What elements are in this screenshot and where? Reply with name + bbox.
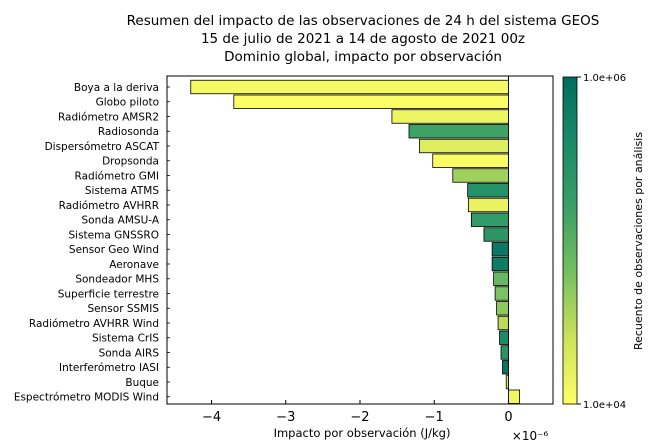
x-axis-multiplier: ×10⁻⁶: [512, 429, 549, 443]
bar: [500, 345, 509, 360]
bar: [190, 79, 509, 95]
category-label: Sistema CrIS: [92, 333, 159, 345]
bar: [505, 374, 509, 390]
plot-area: Boya a la deriva Globo piloto Radiómetro A…: [14, 75, 554, 425]
bar: [491, 242, 509, 257]
bar: [502, 360, 509, 375]
bar: [491, 256, 509, 272]
category-label: Radiómetro GMI: [75, 170, 159, 182]
chart-title-line-2: 15 de julio de 2021 a 14 de agosto de 20…: [201, 31, 525, 47]
bar: [493, 271, 509, 286]
colorbar-min-label: 1.0e+04: [583, 400, 626, 411]
chart-title-line-3: Dominio global, impacto por observación: [224, 49, 502, 65]
category-labels-group: Boya a la deriva Globo piloto Radiómetro A…: [14, 82, 170, 404]
category-label: Radiómetro AVHRR Wind: [29, 318, 159, 330]
colorbar-label: Recuento de observaciones por análisis: [632, 132, 645, 350]
category-label: Interferómetro IASI: [59, 362, 159, 374]
x-tick-label: −4: [202, 410, 221, 425]
bar: [233, 94, 509, 109]
category-label: Sistema GNSSRO: [68, 229, 159, 241]
x-tick-label: −1: [425, 410, 444, 425]
bar: [452, 168, 509, 183]
x-tick-label: −2: [350, 410, 369, 425]
bar: [508, 389, 520, 404]
bars-group: [190, 79, 520, 404]
category-label: Sensor Geo Wind: [69, 244, 159, 256]
category-label: Dispersómetro ASCAT: [45, 141, 160, 153]
category-label: Radiómetro AMSR2: [58, 111, 159, 123]
colorbar-max-label: 1.0e+06: [583, 73, 626, 84]
colorbar-gradient: [562, 76, 578, 405]
category-label: Sonda AIRS: [99, 347, 160, 359]
bar: [496, 301, 509, 316]
bar: [418, 138, 509, 154]
category-label: Boya a la deriva: [74, 82, 159, 94]
category-label: Espectrómetro MODIS Wind: [14, 392, 159, 404]
category-label: Aeronave: [109, 259, 159, 271]
chart-title-line-1: Resumen del impacto de las observaciones…: [127, 13, 600, 29]
category-label: Dropsonda: [102, 156, 159, 168]
bar: [432, 153, 509, 168]
category-label: Radiómetro AVHRR: [59, 200, 159, 212]
bar: [408, 124, 509, 139]
category-label: Superficie terrestre: [58, 288, 159, 300]
category-label: Sondeador MHS: [75, 274, 159, 286]
bar: [470, 212, 509, 227]
category-label: Globo piloto: [96, 97, 159, 109]
bar: [467, 197, 509, 213]
x-axis-label: Impacto por observación (J/kg): [274, 426, 451, 440]
category-label: Buque: [125, 377, 159, 389]
colorbar: 1.0e+06 1.0e+04 Recuento de observacione…: [562, 73, 645, 411]
category-label: Radiosonda: [98, 126, 159, 138]
bar: [497, 315, 509, 331]
bar: [391, 109, 509, 124]
bar: [483, 227, 509, 242]
x-tick-label: 0: [504, 410, 512, 425]
bar: [499, 330, 509, 345]
x-tick-label: −3: [276, 410, 295, 425]
category-label: Sensor SSMIS: [88, 303, 160, 315]
category-label: Sonda AMSU-A: [81, 215, 159, 227]
x-ticks-group: −4 −3 −2 −1 0: [202, 400, 513, 425]
bar: [467, 183, 509, 198]
bar: [494, 286, 509, 301]
category-label: Sistema ATMS: [85, 185, 159, 197]
